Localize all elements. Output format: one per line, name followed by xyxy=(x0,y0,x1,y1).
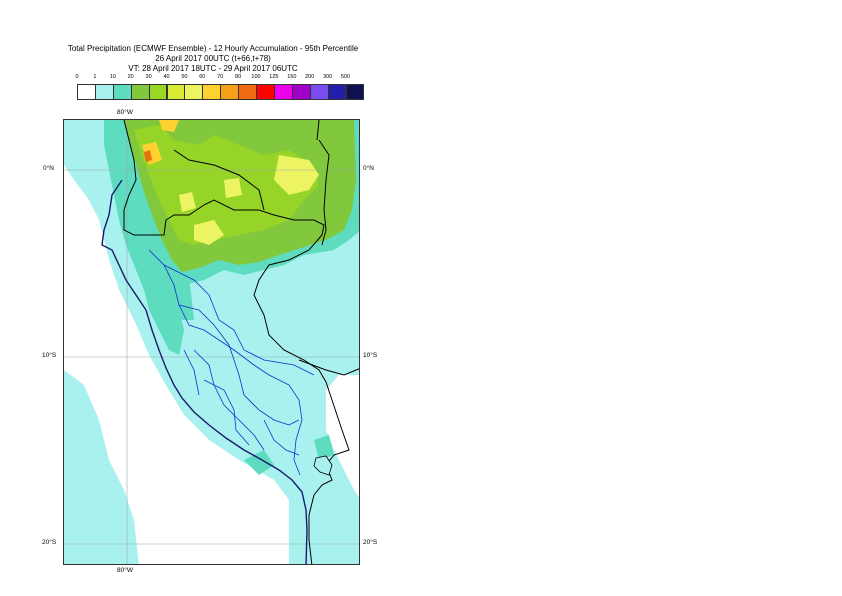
precip-band-50-60 xyxy=(224,178,242,198)
map-title: Total Precipitation (ECMWF Ensemble) - 1… xyxy=(67,44,359,53)
country-border xyxy=(298,359,359,376)
country-border xyxy=(316,120,320,141)
meridian-label-bottom: 80°W xyxy=(117,567,133,574)
legend-threshold-label: 500 xyxy=(340,74,351,80)
legend-color-box xyxy=(184,84,204,100)
legend-color-box xyxy=(77,84,96,100)
precip-band-80-100 xyxy=(144,150,152,162)
legend-color-box xyxy=(273,84,293,100)
legend-threshold-label: 30 xyxy=(145,74,152,80)
precip-band-10-20 xyxy=(164,275,194,320)
precip-band-50-60 xyxy=(179,192,196,212)
legend-threshold-label: 50 xyxy=(181,74,188,80)
precip-band-10-20 xyxy=(244,450,274,475)
precip-band-1-10 xyxy=(326,375,359,420)
legend-color-box xyxy=(112,84,132,100)
legend-threshold-label: 125 xyxy=(269,74,279,80)
legend-color-box xyxy=(94,84,114,100)
map-canvas xyxy=(64,120,359,564)
legend-color-box xyxy=(166,84,186,100)
legend-color-box xyxy=(309,84,329,100)
legend-threshold-label: 0 xyxy=(75,74,79,80)
country-border xyxy=(123,120,350,496)
legend-threshold-label: 1 xyxy=(93,74,97,80)
legend-threshold-label: 200 xyxy=(305,74,315,80)
legend-color-box xyxy=(291,84,311,100)
legend-threshold-label: 80 xyxy=(235,74,242,80)
ocean-white-area xyxy=(64,165,289,564)
meridian-label-top: 80°W xyxy=(117,109,133,116)
region-border xyxy=(148,249,303,476)
region-border xyxy=(193,349,265,451)
precipitation-map[interactable] xyxy=(63,119,360,565)
precip-band-50-60 xyxy=(194,220,224,245)
lat-label-0-right: 0°N xyxy=(363,165,374,172)
region-border xyxy=(203,379,250,446)
legend-threshold-label: 300 xyxy=(323,74,333,80)
precip-band-10-20 xyxy=(314,435,334,460)
country-border xyxy=(318,139,330,246)
legend-color-box xyxy=(327,84,347,100)
legend-color-box xyxy=(202,84,222,100)
lat-label-20s-right: 20°S xyxy=(363,539,378,546)
legend-threshold-label: 60 xyxy=(199,74,206,80)
legend-threshold-label: 100 xyxy=(251,74,261,80)
region-border xyxy=(178,304,300,426)
legend-color-box xyxy=(130,84,150,100)
lake-titicaca xyxy=(313,455,333,476)
lat-label-20s-left: 20°S xyxy=(42,539,57,546)
legend-color-box xyxy=(345,84,365,100)
lat-label-10s-left: 10°S xyxy=(42,352,57,359)
region-border xyxy=(163,264,315,376)
legend-threshold-label: 70 xyxy=(217,74,224,80)
ocean-cyan-area xyxy=(64,370,139,564)
country-border xyxy=(308,494,315,564)
lat-label-0-left: 0°N xyxy=(43,165,54,172)
legend-threshold-label: 150 xyxy=(287,74,297,80)
region-border xyxy=(263,419,300,456)
country-border xyxy=(173,149,265,211)
valid-time: VT: 28 April 2017 18UTC - 29 April 2017 … xyxy=(128,64,298,73)
region-border xyxy=(183,349,200,396)
precip-band-50-60 xyxy=(274,155,319,195)
legend-color-box xyxy=(220,84,240,100)
legend-color-box xyxy=(148,84,168,100)
legend-color-box xyxy=(238,84,257,100)
legend-threshold-label: 20 xyxy=(127,74,134,80)
coastline xyxy=(101,179,308,564)
legend-color-box xyxy=(256,84,275,100)
legend-threshold-label: 40 xyxy=(163,74,170,80)
legend-threshold-label: 10 xyxy=(109,74,116,80)
run-time: 26 April 2017 00UTC (t+66,t+78) xyxy=(155,54,271,63)
lat-label-10s-right: 10°S xyxy=(363,352,378,359)
precip-band-60-70 xyxy=(159,120,179,132)
